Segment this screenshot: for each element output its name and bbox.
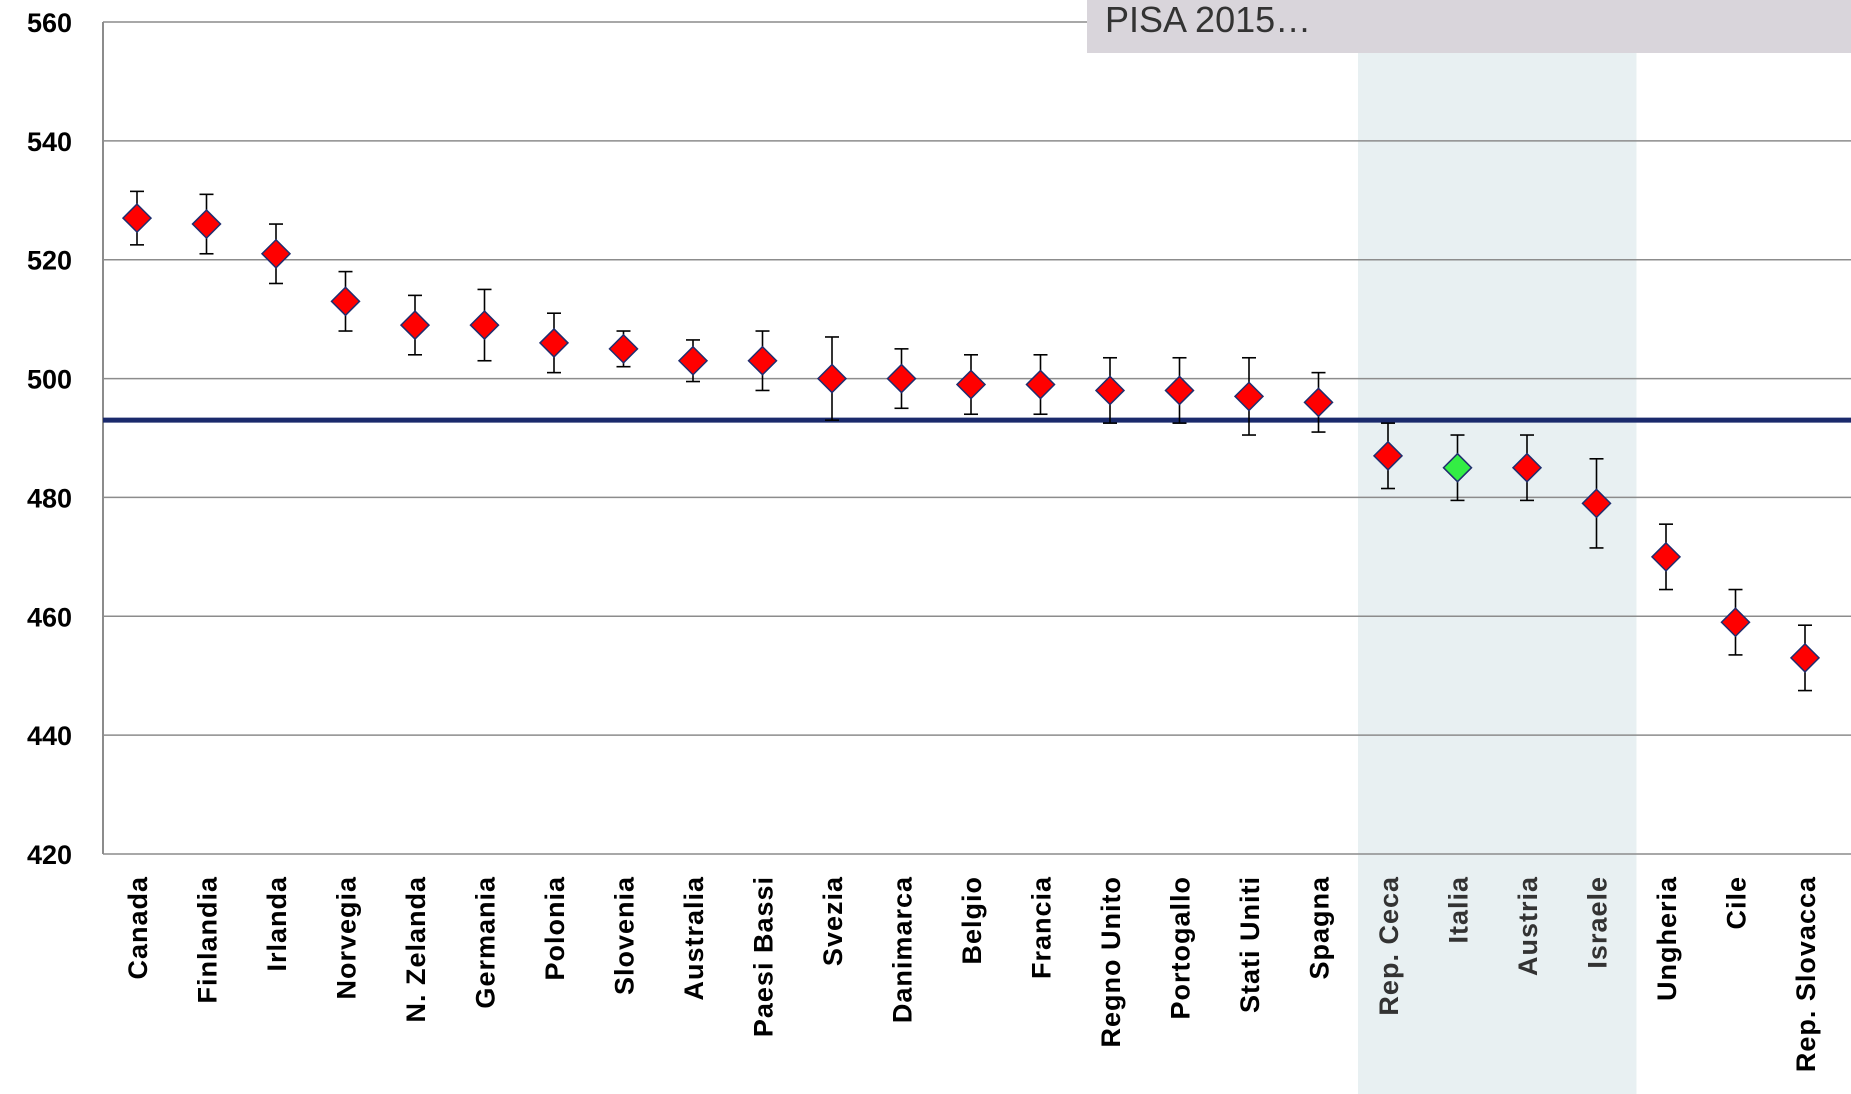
- x-tick-label: Svezia: [818, 876, 848, 966]
- x-tick-label: Stati Uniti: [1235, 876, 1265, 1013]
- data-point: [538, 327, 570, 358]
- data-point: [1442, 452, 1473, 483]
- data-point: [1581, 488, 1612, 519]
- x-tick-label: Germania: [471, 876, 501, 1009]
- data-point: [677, 345, 709, 376]
- x-tick-label: N. Zelanda: [401, 876, 431, 1023]
- data-point: [191, 208, 222, 240]
- data-point: [469, 310, 500, 341]
- data-point: [1511, 452, 1543, 483]
- data-point: [1233, 381, 1265, 412]
- x-tick-labels: Canada Finlandia Irlanda Norvegia N. Zelanda…: [123, 876, 1821, 1072]
- data-point: [1372, 440, 1404, 471]
- x-tick-label: Rep. Slovacca: [1791, 876, 1821, 1072]
- x-tick-label: Paesi Bassi: [749, 876, 779, 1037]
- title-box-background: [1087, 0, 1851, 53]
- y-tick-label: 480: [27, 483, 72, 513]
- data-markers: [121, 203, 1821, 673]
- data-point: [330, 286, 361, 317]
- x-tick-label: Ungheria: [1652, 876, 1682, 1001]
- data-point: [121, 203, 153, 234]
- highlight-band-layer: [1358, 0, 1637, 1094]
- y-tick-label: 460: [27, 602, 72, 632]
- data-point: [886, 363, 917, 394]
- x-tick-label: Cile: [1722, 876, 1752, 930]
- data-point: [260, 238, 292, 269]
- data-point: [1789, 642, 1821, 673]
- x-tick-label: Regno Unito: [1096, 876, 1126, 1047]
- y-tick-label: 440: [27, 721, 72, 751]
- x-tick-label: Norvegia: [332, 876, 362, 1000]
- x-tick-label: Canada: [123, 876, 153, 980]
- x-tick-label: Austria: [1513, 876, 1543, 976]
- data-point: [955, 369, 987, 400]
- x-tick-label: Belgio: [957, 876, 987, 965]
- x-tick-label: Spagna: [1305, 876, 1335, 980]
- x-tick-label: Australia: [679, 876, 709, 1001]
- chart-title: PISA 2015…: [1105, 0, 1311, 40]
- y-tick-label: 540: [27, 127, 72, 157]
- x-tick-label: Finlandia: [193, 876, 223, 1004]
- x-tick-label: Portogallo: [1166, 876, 1196, 1020]
- data-point: [1303, 387, 1334, 418]
- data-point: [608, 333, 639, 364]
- data-point: [1094, 375, 1126, 406]
- data-point: [1720, 607, 1751, 638]
- data-point: [1025, 369, 1056, 400]
- x-tick-label: Danimarca: [888, 876, 918, 1023]
- data-point: [1650, 541, 1682, 572]
- x-tick-label: Italia: [1444, 876, 1474, 944]
- x-tick-label: Rep. Ceca: [1374, 876, 1404, 1016]
- data-point: [399, 310, 431, 341]
- y-tick-labels: 420 440 460 480 500 520 540 560: [27, 8, 72, 870]
- y-tick-label: 500: [27, 365, 72, 395]
- gridlines: [103, 21, 1851, 855]
- x-tick-label: Israele: [1583, 876, 1613, 969]
- x-tick-label: Polonia: [540, 876, 570, 981]
- title-box: PISA 2015…: [1087, 0, 1851, 53]
- data-point: [816, 363, 848, 394]
- data-point: [1164, 375, 1195, 406]
- data-point: [747, 345, 778, 376]
- x-tick-label: Irlanda: [262, 876, 292, 972]
- y-tick-label: 420: [27, 840, 72, 870]
- y-tick-label: 560: [27, 8, 72, 38]
- x-tick-label: Slovenia: [610, 876, 640, 995]
- highlight-band: [1358, 0, 1637, 1094]
- x-tick-label: Francia: [1027, 876, 1057, 979]
- y-tick-label: 520: [27, 246, 72, 276]
